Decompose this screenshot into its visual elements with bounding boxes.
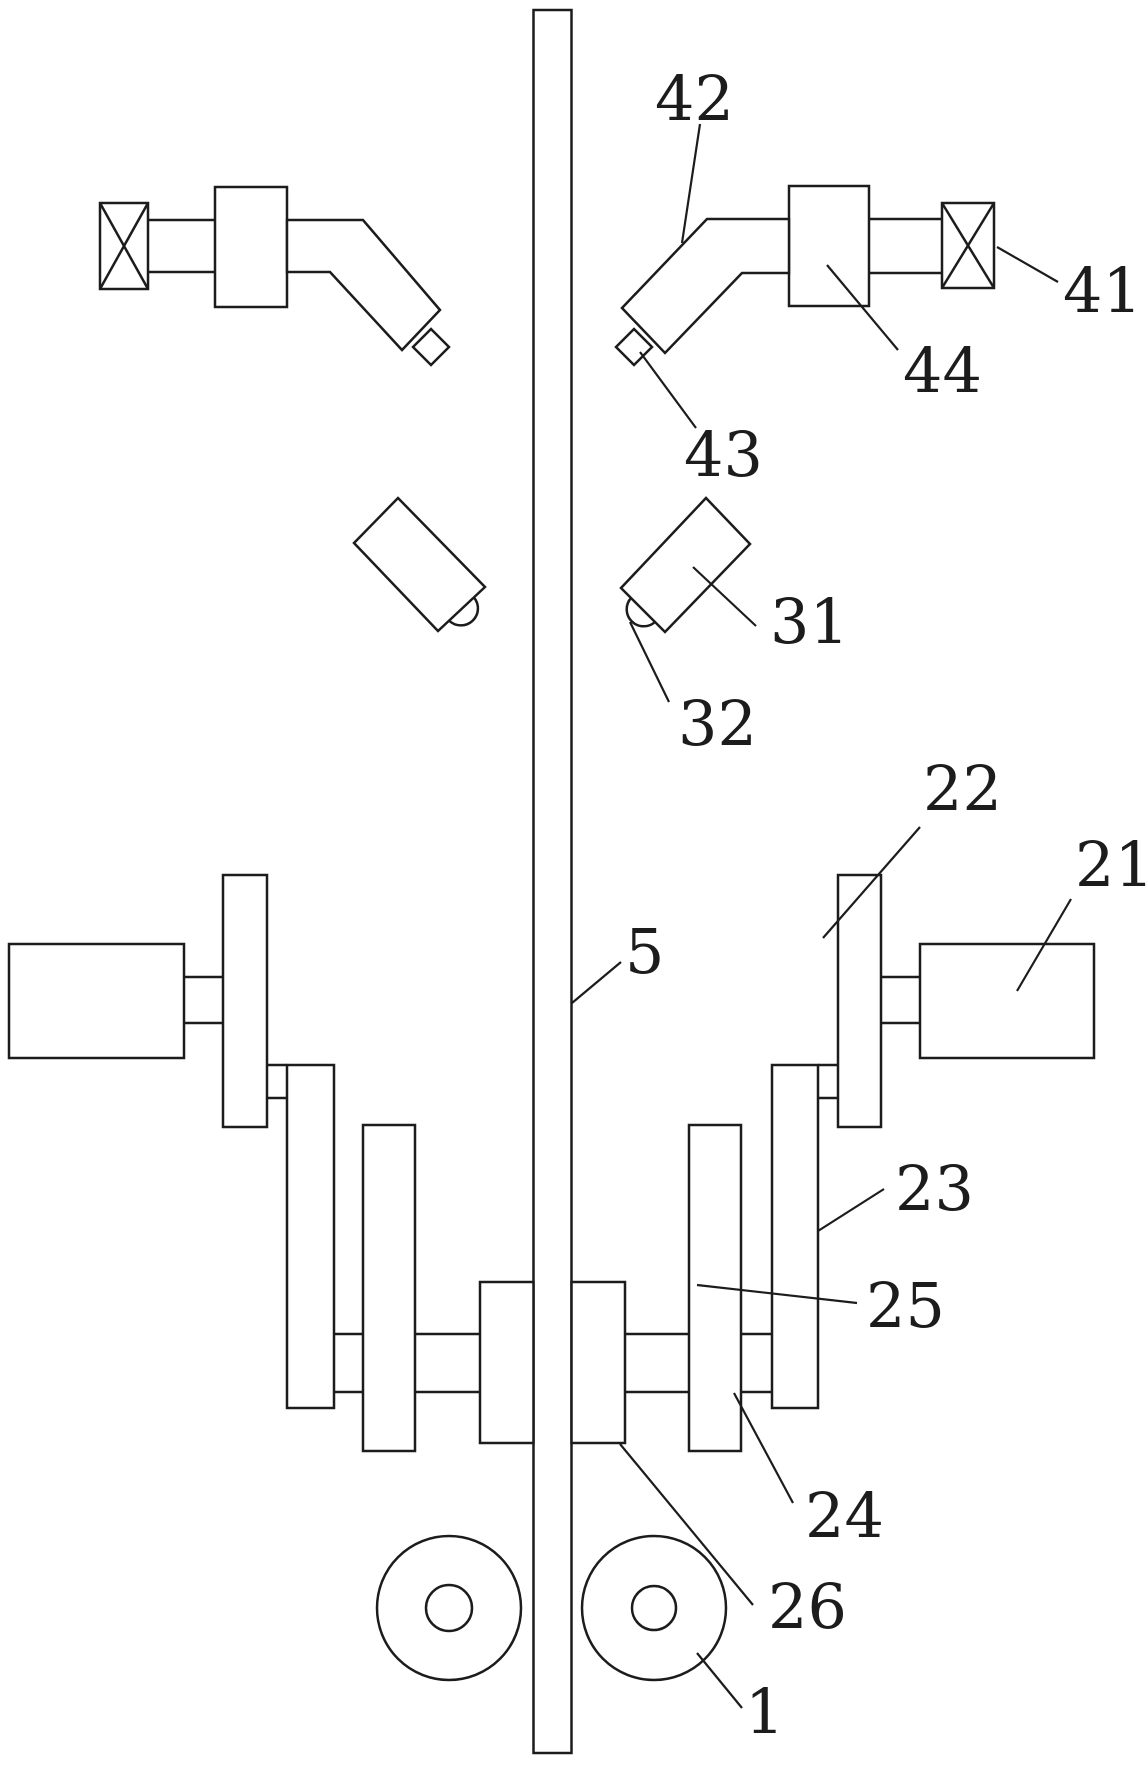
label-24: 24 (805, 1479, 884, 1552)
spray-gun-31 (619, 496, 752, 634)
nozzle-tip-43 (614, 327, 654, 367)
roller-hub-left (424, 1583, 474, 1633)
label-41: 41 (1063, 254, 1142, 327)
leader-43 (639, 351, 697, 429)
web-strip-5 (532, 8, 573, 1755)
label-26: 26 (768, 1570, 847, 1643)
leader-25 (696, 1283, 858, 1305)
leader-21 (1016, 898, 1072, 992)
clamp-block-26 (570, 1280, 627, 1445)
spray-assembly-right (614, 184, 996, 367)
leader-22 (822, 826, 921, 939)
label-5: 5 (625, 915, 664, 988)
pump-block-44 (787, 184, 871, 308)
leader-lines (571, 123, 1072, 1709)
reference-numerals: 42 44 41 43 31 32 5 22 21 23 25 24 26 1 (625, 62, 1146, 1748)
pump-block-left (213, 185, 289, 309)
leader-44 (826, 264, 899, 351)
spray-gun-body-left (352, 496, 487, 633)
support-plate-mid-23 (770, 1063, 820, 1410)
label-25: 25 (866, 1269, 945, 1342)
leader-5 (571, 961, 622, 1004)
clamp-mechanism-right (570, 873, 1096, 1453)
support-plate-outer-22 (836, 873, 883, 1129)
leader-41 (996, 246, 1059, 283)
label-1: 1 (745, 1675, 784, 1748)
label-22: 22 (923, 752, 1002, 825)
leader-26 (619, 1443, 754, 1606)
leader-32 (629, 621, 670, 703)
valve-cross-41-2 (940, 202, 996, 289)
spray-gun-body-31 (619, 496, 752, 634)
clamp-block-left (478, 1280, 535, 1445)
label-31: 31 (770, 585, 849, 658)
spray-gun-left (352, 496, 487, 633)
roller-hub-1 (630, 1584, 678, 1632)
label-21: 21 (1075, 828, 1146, 901)
label-44: 44 (903, 334, 982, 407)
nozzle-42 (620, 217, 791, 355)
label-43: 43 (684, 418, 763, 491)
leader-42 (680, 123, 702, 244)
leader-24 (733, 1392, 794, 1504)
valve-cross-left-2 (98, 202, 150, 290)
motor-left (7, 942, 186, 1060)
label-23: 23 (895, 1152, 974, 1225)
leader-31 (692, 566, 757, 627)
support-plate-outer-left (221, 873, 269, 1129)
support-plate-mid-left (285, 1063, 336, 1410)
leader-23 (817, 1188, 885, 1232)
gun-lens-32 (625, 597, 656, 628)
nozzle-left (285, 218, 442, 352)
guide-rollers (375, 1534, 728, 1682)
clamp-mechanism-left (7, 873, 535, 1453)
motor-21 (918, 942, 1096, 1060)
label-42: 42 (655, 62, 734, 135)
spray-assembly-left (98, 185, 451, 367)
leader-1 (696, 1652, 743, 1709)
label-32: 32 (678, 687, 757, 760)
gun-lens-left (448, 596, 480, 627)
support-plate-inner-left (361, 1123, 417, 1453)
nozzle-tip-left (411, 327, 451, 367)
